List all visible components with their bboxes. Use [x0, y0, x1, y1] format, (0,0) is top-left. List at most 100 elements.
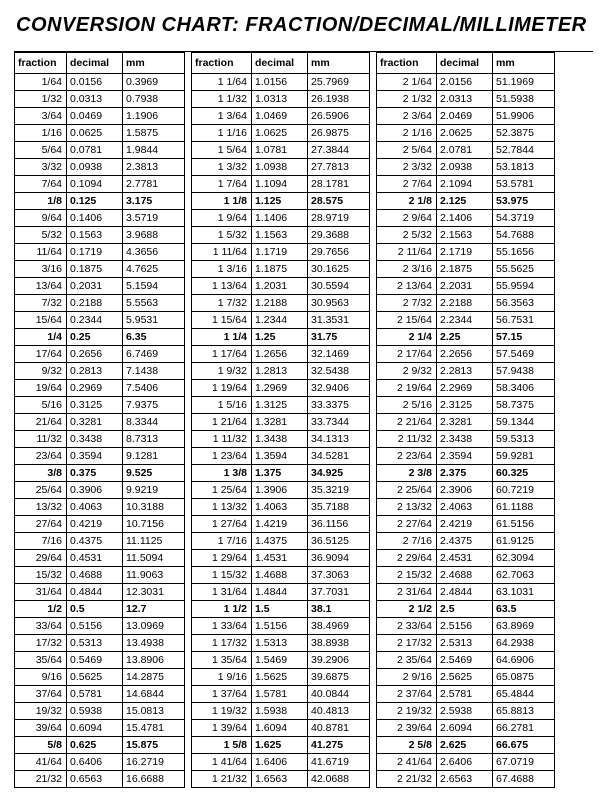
cell-mm: 36.5125	[308, 533, 370, 550]
col-decimal: decimal	[252, 53, 308, 74]
table-row: 1 1/641.015625.7969	[192, 74, 370, 91]
cell-mm: 6.35	[123, 329, 185, 346]
table-row: 2 1/82.12553.975	[377, 193, 555, 210]
cell-mm: 13.8906	[123, 652, 185, 669]
cell-fraction: 1 27/64	[192, 516, 252, 533]
table-row: 5/80.62515.875	[15, 737, 185, 754]
cell-decimal: 1.2813	[252, 363, 308, 380]
cell-decimal: 1.2344	[252, 312, 308, 329]
table-row: 27/640.421910.7156	[15, 516, 185, 533]
cell-mm: 7.5406	[123, 380, 185, 397]
cell-decimal: 0.0781	[67, 142, 123, 159]
cell-fraction: 2 7/64	[377, 176, 437, 193]
cell-fraction: 7/64	[15, 176, 67, 193]
cell-decimal: 0.1719	[67, 244, 123, 261]
cell-mm: 57.5469	[493, 346, 555, 363]
table-row: 1 33/641.515638.4969	[192, 618, 370, 635]
cell-mm: 41.275	[308, 737, 370, 754]
table-row: 9/320.28137.1438	[15, 363, 185, 380]
cell-mm: 54.3719	[493, 210, 555, 227]
cell-fraction: 11/32	[15, 431, 67, 448]
cell-mm: 59.1344	[493, 414, 555, 431]
page-title: CONVERSION CHART: FRACTION/DECIMAL/MILLI…	[16, 14, 593, 37]
table-row: 2 15/642.234456.7531	[377, 312, 555, 329]
table-row: 1 7/161.437536.5125	[192, 533, 370, 550]
table-row: 13/320.406310.3188	[15, 499, 185, 516]
cell-mm: 63.1031	[493, 584, 555, 601]
cell-fraction: 1 41/64	[192, 754, 252, 771]
cell-fraction: 2 3/64	[377, 108, 437, 125]
table-row: 2 21/322.656367.4688	[377, 771, 555, 788]
cell-fraction: 1 5/16	[192, 397, 252, 414]
cell-decimal: 1.5156	[252, 618, 308, 635]
cell-mm: 2.3813	[123, 159, 185, 176]
cell-fraction: 2 29/64	[377, 550, 437, 567]
cell-decimal: 0.6406	[67, 754, 123, 771]
cell-mm: 38.4969	[308, 618, 370, 635]
table-row: 2 19/322.593865.8813	[377, 703, 555, 720]
cell-fraction: 1 7/64	[192, 176, 252, 193]
cell-fraction: 1 17/64	[192, 346, 252, 363]
table-row: 1 19/641.296932.9406	[192, 380, 370, 397]
cell-decimal: 2.6563	[437, 771, 493, 788]
cell-mm: 66.675	[493, 737, 555, 754]
table-row: 2 9/642.140654.3719	[377, 210, 555, 227]
cell-mm: 14.2875	[123, 669, 185, 686]
cell-fraction: 1 31/64	[192, 584, 252, 601]
cell-mm: 28.575	[308, 193, 370, 210]
table-row: 1 5/641.078127.3844	[192, 142, 370, 159]
cell-fraction: 1 15/32	[192, 567, 252, 584]
cell-fraction: 1 25/64	[192, 482, 252, 499]
cell-fraction: 3/64	[15, 108, 67, 125]
cell-mm: 0.7938	[123, 91, 185, 108]
cell-mm: 41.6719	[308, 754, 370, 771]
cell-mm: 62.7063	[493, 567, 555, 584]
cell-decimal: 0.1406	[67, 210, 123, 227]
cell-decimal: 1.625	[252, 737, 308, 754]
cell-fraction: 2 13/64	[377, 278, 437, 295]
cell-fraction: 1 17/32	[192, 635, 252, 652]
table-row: 2 3/322.093853.1813	[377, 159, 555, 176]
cell-mm: 54.7688	[493, 227, 555, 244]
table-row: 1 15/321.468837.3063	[192, 567, 370, 584]
cell-decimal: 0.4531	[67, 550, 123, 567]
col-mm: mm	[123, 53, 185, 74]
cell-mm: 51.5938	[493, 91, 555, 108]
cell-decimal: 1.0938	[252, 159, 308, 176]
cell-mm: 12.3031	[123, 584, 185, 601]
cell-fraction: 41/64	[15, 754, 67, 771]
table-row: 2 7/642.109453.5781	[377, 176, 555, 193]
table-row: 2 11/322.343859.5313	[377, 431, 555, 448]
cell-fraction: 5/8	[15, 737, 67, 754]
cell-decimal: 2.0938	[437, 159, 493, 176]
cell-mm: 34.925	[308, 465, 370, 482]
cell-fraction: 1 13/64	[192, 278, 252, 295]
cell-fraction: 1 1/32	[192, 91, 252, 108]
col-mm: mm	[493, 53, 555, 74]
cell-mm: 63.8969	[493, 618, 555, 635]
cell-decimal: 2.2656	[437, 346, 493, 363]
cell-mm: 55.1656	[493, 244, 555, 261]
cell-decimal: 2.3125	[437, 397, 493, 414]
cell-mm: 3.9688	[123, 227, 185, 244]
cell-mm: 64.6906	[493, 652, 555, 669]
cell-decimal: 2.3281	[437, 414, 493, 431]
cell-fraction: 11/64	[15, 244, 67, 261]
table-row: 2 25/642.390660.7219	[377, 482, 555, 499]
cell-fraction: 1 1/2	[192, 601, 252, 618]
table-row: 41/640.640616.2719	[15, 754, 185, 771]
table-row: 1 29/641.453136.9094	[192, 550, 370, 567]
cell-fraction: 1 3/32	[192, 159, 252, 176]
cell-decimal: 2.1719	[437, 244, 493, 261]
cell-fraction: 2 5/64	[377, 142, 437, 159]
cell-mm: 65.0875	[493, 669, 555, 686]
cell-mm: 30.9563	[308, 295, 370, 312]
cell-mm: 53.975	[493, 193, 555, 210]
cell-decimal: 2.2344	[437, 312, 493, 329]
cell-mm: 2.7781	[123, 176, 185, 193]
table-row: 2 15/322.468862.7063	[377, 567, 555, 584]
table-row: 1 17/321.531338.8938	[192, 635, 370, 652]
cell-fraction: 1 1/8	[192, 193, 252, 210]
cell-mm: 0.3969	[123, 74, 185, 91]
cell-fraction: 1 21/64	[192, 414, 252, 431]
